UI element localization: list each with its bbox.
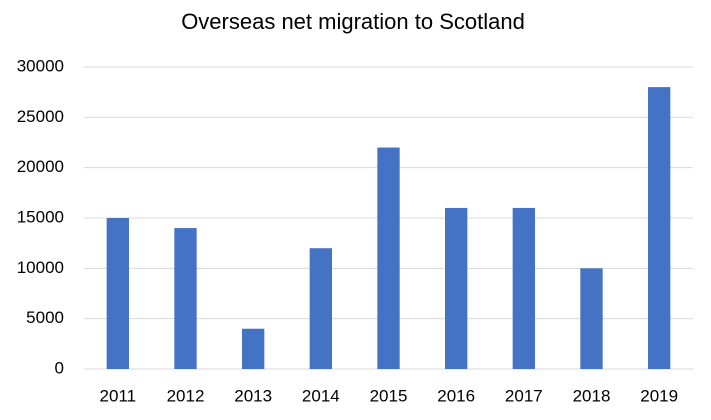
x-tick-label: 2012	[167, 386, 205, 405]
chart-title: Overseas net migration to Scotland	[181, 9, 525, 34]
x-tick-label: 2019	[640, 386, 678, 405]
y-tick-label: 10000	[17, 258, 64, 277]
y-tick-label: 15000	[17, 207, 64, 226]
x-tick-label: 2011	[100, 386, 137, 405]
x-tick-label: 2015	[370, 386, 408, 405]
bar	[445, 207, 468, 369]
bar	[242, 328, 265, 369]
bar	[377, 147, 400, 369]
bar	[512, 207, 535, 369]
x-tick-label: 2016	[437, 386, 475, 405]
bar	[106, 218, 129, 369]
bar	[174, 228, 197, 369]
y-tick-label: 30000	[17, 56, 64, 75]
x-tick-label: 2013	[234, 386, 272, 405]
bar	[309, 248, 332, 369]
y-tick-label: 20000	[17, 157, 64, 176]
y-tick-label: 0	[55, 358, 64, 377]
y-tick-label: 5000	[26, 308, 64, 327]
bar	[580, 268, 603, 369]
x-tick-label: 2017	[505, 386, 543, 405]
bar	[648, 87, 671, 369]
y-tick-label: 25000	[17, 107, 64, 126]
x-tick-label: 2018	[573, 386, 611, 405]
x-tick-label: 2014	[302, 386, 340, 405]
